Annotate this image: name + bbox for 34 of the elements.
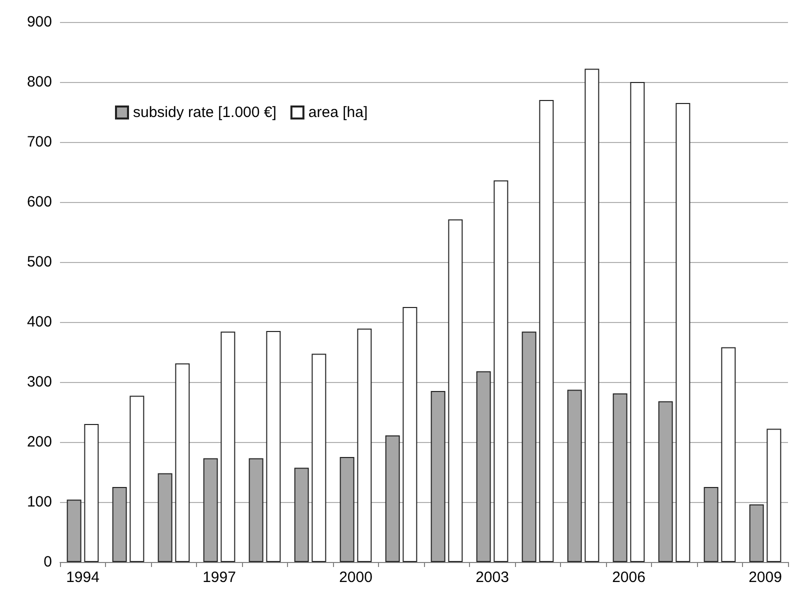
y-tick-label: 600 [26,194,52,210]
bar [766,428,782,562]
y-tick-label: 300 [26,374,52,390]
bar [721,347,736,562]
y-tick-label: 800 [26,74,52,90]
y-tick-label: 100 [26,494,52,510]
bar [676,103,690,562]
bar [494,180,508,562]
bar [357,328,372,562]
bar [175,363,190,562]
bar [539,100,554,562]
x-tick-label: 1997 [202,569,236,586]
y-tick-label: 200 [26,434,52,450]
bar [402,307,418,562]
x-tick-label: 1994 [66,569,100,586]
bar [130,396,144,562]
y-tick-label: 500 [26,254,52,270]
x-tick-label: 2003 [476,569,509,586]
x-tick-label: 2000 [339,569,372,586]
bar [630,82,645,562]
legend-label: area [ha] [308,104,368,121]
y-tick-label: 400 [26,314,52,330]
bar [584,68,600,562]
legend-label: subsidy rate [1.000 €] [133,104,276,121]
y-tick-label: 0 [44,554,52,570]
bar [220,332,236,562]
x-tick-label: 2009 [748,569,782,586]
x-tick-label: 2006 [612,569,646,586]
y-tick-label: 700 [26,134,52,150]
bar [84,424,99,562]
bar [312,354,326,562]
bar [266,331,281,562]
bar [448,219,463,562]
y-tick-label: 900 [26,14,52,30]
